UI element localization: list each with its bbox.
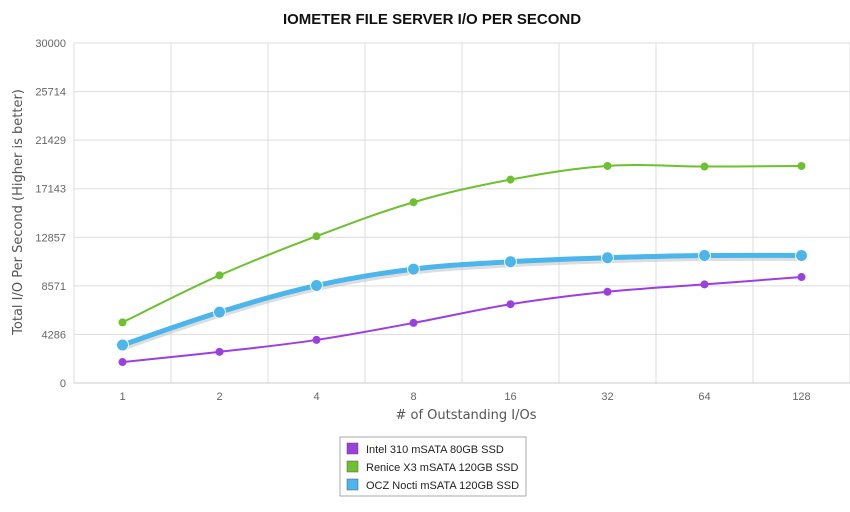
data-point (409, 318, 418, 327)
legend-label: Intel 310 mSATA 80GB SSD (366, 444, 504, 456)
data-point (506, 300, 515, 309)
data-point (215, 347, 224, 356)
x-tick-label: 32 (601, 391, 613, 403)
data-point (312, 232, 321, 241)
data-point (116, 338, 129, 352)
legend-box (339, 436, 527, 497)
data-point (215, 271, 224, 280)
data-point (409, 198, 418, 207)
x-axis-ticks: 1 2 4 8 16 32 64 128 (119, 391, 810, 403)
data-point (700, 280, 709, 289)
series-line (122, 276, 802, 364)
x-tick-label: 4 (313, 391, 319, 403)
x-tick-label: 2 (216, 391, 222, 403)
x-tick-label: 16 (504, 391, 516, 403)
legend-label: OCZ Nocti mSATA 120GB SSD (366, 480, 519, 492)
data-point (698, 249, 711, 262)
data-point (601, 251, 614, 265)
y-tick-label: 30000 (35, 38, 66, 50)
y-axis-label: Total I/O Per Second (Higher is better) (11, 89, 26, 336)
x-tick-label: 128 (792, 391, 810, 403)
data-point (603, 287, 612, 296)
grid (73, 42, 850, 384)
data-point (213, 305, 226, 319)
x-tick-label: 1 (119, 391, 125, 403)
data-point (700, 162, 709, 171)
legend-swatch (346, 478, 359, 491)
x-axis-label: # of Outstanding I/Os (395, 408, 536, 423)
x-tick-label: 8 (410, 391, 416, 403)
data-point (504, 255, 517, 269)
data-point (407, 262, 420, 276)
y-tick-label: 25714 (35, 87, 66, 99)
y-tick-label: 21429 (35, 135, 66, 147)
legend-label: Renice X3 mSATA 120GB SSD (366, 462, 518, 474)
data-point (312, 335, 321, 344)
y-tick-label: 4286 (42, 329, 66, 341)
data-point (118, 318, 127, 327)
x-tick-label: 64 (698, 391, 710, 403)
data-point (795, 249, 808, 262)
data-point (310, 279, 323, 293)
chart-title: IOMETER FILE SERVER I/O PER SECOND (283, 11, 581, 28)
data-point (797, 161, 806, 170)
legend-swatch (346, 460, 359, 473)
data-point (797, 273, 806, 282)
legend-swatch (346, 442, 359, 455)
series (116, 161, 808, 367)
data-point (603, 161, 612, 170)
data-point (118, 358, 127, 367)
y-tick-label: 17143 (35, 184, 66, 196)
y-tick-label: 8571 (42, 281, 66, 293)
y-tick-label: 12857 (35, 232, 66, 244)
series-line (122, 164, 802, 324)
legend: Intel 310 mSATA 80GB SSD Renice X3 mSATA … (339, 436, 527, 497)
y-axis-ticks: 0 4286 8571 12857 17143 21429 25714 30000 (35, 38, 66, 390)
y-tick-label: 0 (60, 378, 66, 390)
data-point (506, 175, 515, 184)
